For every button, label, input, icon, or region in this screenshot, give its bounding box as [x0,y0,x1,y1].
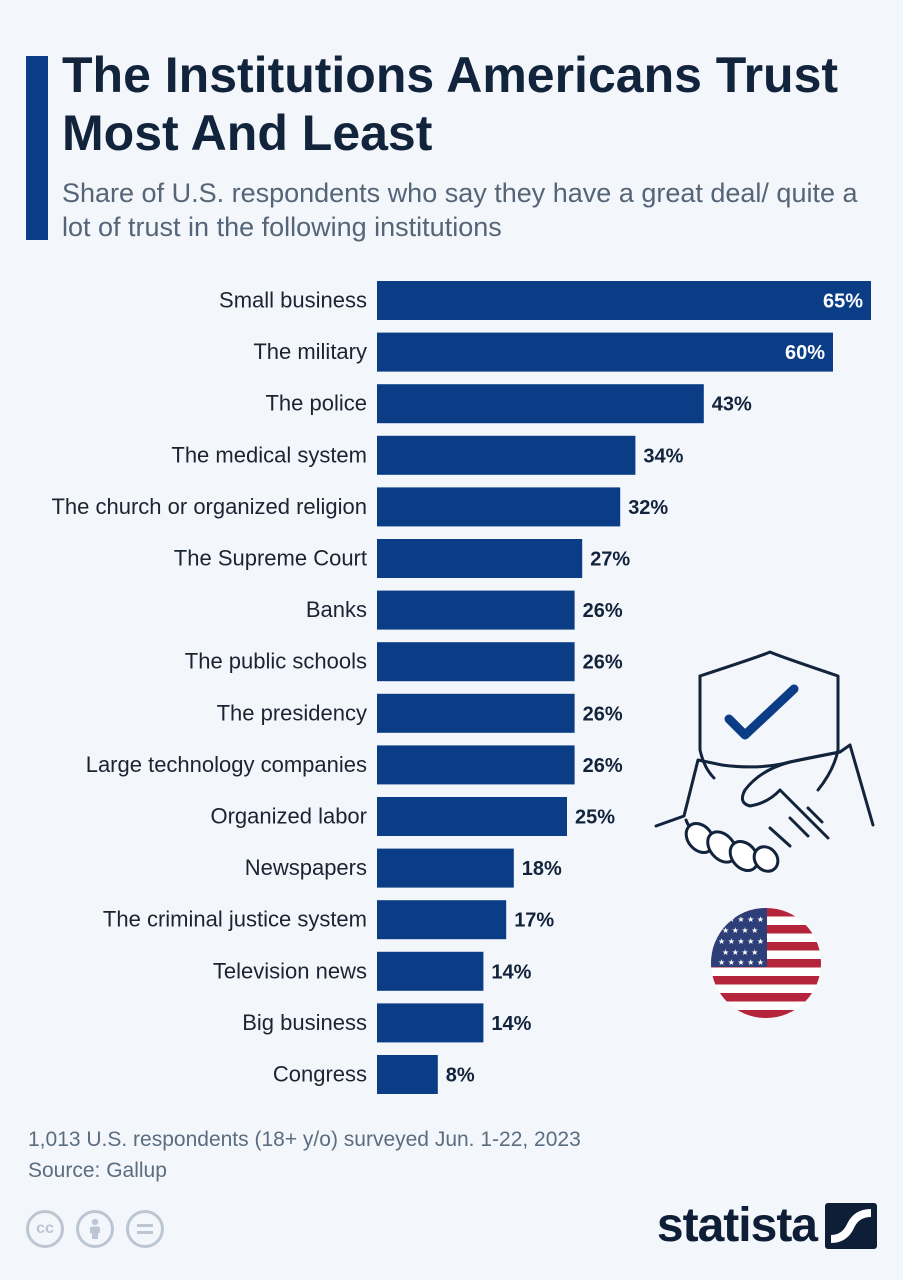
bar[interactable] [377,1003,484,1043]
value-label: 26% [583,652,623,674]
category-label: Small business [219,288,367,313]
svg-text:★ ★ ★ ★: ★ ★ ★ ★ [722,926,758,935]
value-label: 32% [628,497,668,519]
bar[interactable] [377,848,514,888]
bar[interactable] [377,1055,438,1094]
bar[interactable] [377,539,583,578]
value-label: 27% [590,549,630,571]
category-label: The public schools [185,649,367,674]
svg-text:★ ★ ★ ★ ★: ★ ★ ★ ★ ★ [718,937,764,946]
bar[interactable] [377,900,507,940]
category-label: The medical system [171,442,367,467]
svg-text:★ ★ ★ ★ ★: ★ ★ ★ ★ ★ [718,915,764,924]
svg-text:★ ★ ★ ★ ★: ★ ★ ★ ★ ★ [718,958,764,967]
category-label: Congress [273,1062,367,1087]
bar[interactable] [377,642,575,682]
value-label: 34% [643,445,683,467]
value-label: 25% [575,807,615,829]
no-derivatives-icon[interactable] [126,1210,164,1248]
category-label: The police [265,391,367,416]
value-label: 60% [785,342,825,364]
survey-note: 1,013 U.S. respondents (18+ y/o) surveye… [28,1128,581,1151]
category-label: Large technology companies [86,752,367,777]
bar[interactable] [377,590,575,630]
bar[interactable] [377,693,575,733]
value-label: 26% [583,600,623,622]
category-label: Newspapers [245,855,367,880]
us-flag-icon: ★ ★ ★ ★ ★ ★ ★ ★ ★ ★ ★ ★ ★ ★ ★ ★ ★ ★ ★ ★ … [711,908,821,1018]
footnote: 1,013 U.S. respondents (18+ y/o) surveye… [28,1124,581,1186]
license-icons: cc [26,1210,164,1248]
cc-icon[interactable]: cc [26,1210,64,1248]
category-label: The church or organized religion [51,494,367,519]
category-label: Television news [213,958,367,983]
source-note: Source: Gallup [28,1159,167,1182]
bar[interactable] [377,435,636,475]
statista-brand[interactable]: statista [657,1198,877,1253]
bar[interactable] [377,384,704,424]
svg-text:★ ★ ★ ★: ★ ★ ★ ★ [722,948,758,957]
value-label: 26% [583,755,623,777]
value-label: 18% [522,858,562,880]
value-label: 14% [491,961,531,983]
chart-title: The Institutions Americans Trust Most An… [62,47,839,161]
bar[interactable] [377,951,484,991]
category-label: The Supreme Court [174,546,367,571]
bar[interactable] [377,797,567,836]
bar[interactable] [377,487,621,527]
category-label: The presidency [217,700,367,725]
handshake-shield-icon [654,650,875,873]
brand-name: statista [656,1199,818,1252]
value-label: 17% [514,910,554,932]
value-label: 26% [583,703,623,725]
category-label: The military [253,339,367,364]
bar[interactable] [377,332,833,372]
category-label: Organized labor [210,804,367,829]
bar[interactable] [377,281,871,320]
value-label: 65% [823,291,863,313]
category-label: Big business [242,1010,367,1035]
chart-subtitle: Share of U.S. respondents who say they h… [62,178,858,242]
category-label: The criminal justice system [103,907,367,932]
category-label: Banks [306,597,367,622]
value-label: 43% [712,394,752,416]
title-accent-bar [26,56,48,240]
bar[interactable] [377,745,575,785]
value-label: 14% [491,1013,531,1035]
statista-logo-icon [825,1202,877,1249]
attribution-icon[interactable] [76,1210,114,1248]
value-label: 8% [446,1065,475,1087]
